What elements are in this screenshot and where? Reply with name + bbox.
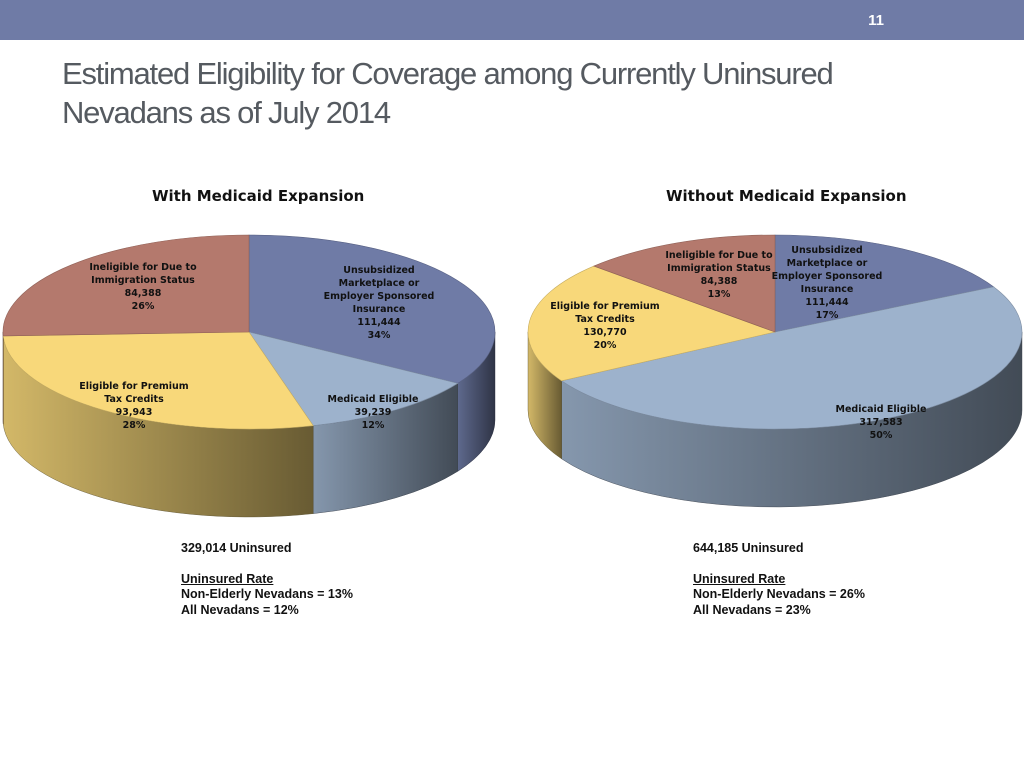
slice-label: Medicaid Eligible 39,239 12% <box>328 394 419 431</box>
page-number: 11 <box>868 12 884 29</box>
slice-label: Eligible for Premium Tax Credits 93,943 28% <box>79 381 189 431</box>
pie-slice-yellow <box>2 331 314 430</box>
slice-label: Ineligible for Due to Immigration Status 8… <box>665 250 773 300</box>
summary-with-expansion: 329,014 Uninsured Uninsured Rate Non-Eld… <box>181 541 353 618</box>
pie-chart-without-expansion: Unsubsidized Marketplace or Employer Spons… <box>527 234 1023 508</box>
slice-label: Medicaid Eligible 317,583 50% <box>836 404 927 441</box>
chart-title-with-expansion: With Medicaid Expansion <box>152 187 365 205</box>
pie-slice-slate <box>774 234 995 333</box>
pie-chart-with-expansion: Unsubsidized Marketplace or Employer Spons… <box>2 234 496 518</box>
summary-without-expansion: 644,185 Uninsured Uninsured Rate Non-Eld… <box>693 541 865 618</box>
summary-total: 329,014 Uninsured <box>181 541 292 555</box>
summary-rate-heading: Uninsured Rate <box>181 571 274 586</box>
summary-rate-all: All Nevadans = 12% <box>181 602 299 617</box>
pie-slice-yellow <box>527 265 777 382</box>
slice-label: Unsubsidized Marketplace or Employer Spons… <box>772 245 883 321</box>
top-bar: 11 <box>0 0 1024 40</box>
slice-label: Ineligible for Due to Immigration Status 8… <box>89 262 197 312</box>
summary-rate-non-elderly: Non-Elderly Nevadans = 26% <box>693 587 865 601</box>
pie-slice-slate <box>248 234 496 384</box>
slide-title-line-2: Nevadans as of July 2014 <box>62 95 391 130</box>
pie-slice-lightblue <box>248 331 459 426</box>
slice-label: Unsubsidized Marketplace or Employer Spons… <box>324 265 435 341</box>
summary-rate-all: All Nevadans = 23% <box>693 602 811 617</box>
pie-slice-lightblue <box>560 286 1023 430</box>
slide-title: Estimated Eligibility for Coverage among… <box>62 54 962 132</box>
pie-slice-rose <box>593 234 776 333</box>
summary-rate-non-elderly: Non-Elderly Nevadans = 13% <box>181 587 353 601</box>
slice-label: Eligible for Premium Tax Credits 130,770 20… <box>550 301 660 351</box>
chart-title-without-expansion: Without Medicaid Expansion <box>666 187 907 205</box>
summary-rate-heading: Uninsured Rate <box>693 571 786 586</box>
slide-title-line-1: Estimated Eligibility for Coverage among… <box>62 56 834 91</box>
summary-total: 644,185 Uninsured <box>693 541 804 555</box>
pie-slice-rose <box>2 234 250 337</box>
